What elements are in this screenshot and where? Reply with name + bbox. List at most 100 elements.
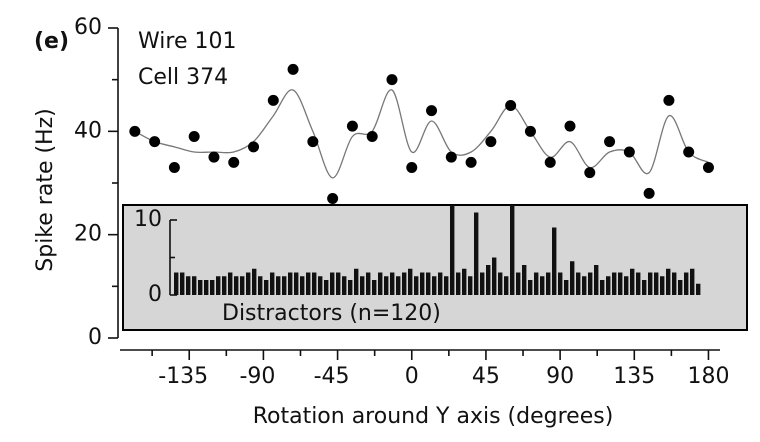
annotation: Cell 374 bbox=[138, 65, 228, 90]
data-point bbox=[406, 162, 418, 173]
inset-bar bbox=[510, 205, 515, 295]
data-point bbox=[168, 162, 180, 173]
inset-bar bbox=[546, 272, 551, 295]
inset-bar bbox=[582, 276, 587, 295]
inset-bar bbox=[564, 280, 569, 295]
inset-bar bbox=[264, 280, 269, 295]
x-tick-label: 0 bbox=[405, 364, 419, 389]
panel-label: (e) bbox=[34, 29, 69, 54]
y-tick-label: 0 bbox=[88, 325, 102, 350]
inset-bar bbox=[402, 272, 407, 295]
inset-bar bbox=[516, 272, 521, 295]
inset-bar bbox=[522, 265, 527, 295]
y-tick-label: 20 bbox=[74, 222, 102, 247]
inset-bar bbox=[342, 276, 347, 295]
inset-bar bbox=[408, 268, 413, 295]
inset-bar bbox=[690, 268, 695, 295]
x-tick-label: -45 bbox=[314, 364, 350, 389]
inset-bar bbox=[576, 272, 581, 295]
inset-bar bbox=[558, 272, 563, 295]
data-point bbox=[228, 156, 240, 168]
inset-bar bbox=[612, 272, 617, 295]
inset-bar bbox=[552, 227, 557, 295]
inset-bar bbox=[252, 268, 257, 295]
data-point bbox=[366, 131, 378, 142]
data-point bbox=[643, 187, 655, 199]
x-tick-label: 90 bbox=[546, 364, 574, 389]
inset-bar bbox=[270, 272, 275, 295]
data-point bbox=[267, 94, 279, 106]
inset-bar bbox=[204, 280, 209, 295]
y-tick-label: 60 bbox=[74, 15, 102, 40]
data-point bbox=[702, 162, 714, 173]
inset-bar bbox=[180, 272, 185, 295]
data-point bbox=[149, 136, 161, 148]
data-point bbox=[188, 131, 200, 142]
inset-bar bbox=[348, 280, 353, 295]
inset-bar bbox=[378, 272, 383, 295]
inset-bar bbox=[474, 212, 479, 295]
data-point bbox=[248, 141, 260, 153]
inset-bar bbox=[624, 276, 629, 295]
inset-bar bbox=[330, 272, 335, 295]
inset-bar bbox=[414, 276, 419, 295]
inset-bar bbox=[540, 276, 545, 295]
inset-bar bbox=[450, 205, 455, 295]
inset-bar bbox=[210, 280, 215, 295]
inset-bar bbox=[240, 276, 245, 295]
inset-bar bbox=[426, 272, 431, 295]
inset-bar bbox=[666, 268, 671, 295]
x-tick-label: -135 bbox=[158, 364, 208, 389]
inset-bar bbox=[288, 272, 293, 295]
inset-bar bbox=[660, 276, 665, 295]
inset-bar bbox=[528, 280, 533, 295]
data-point bbox=[287, 63, 299, 75]
data-point bbox=[327, 193, 339, 204]
inset-bar bbox=[276, 276, 281, 295]
inset-bar bbox=[456, 272, 461, 295]
inset-bar bbox=[534, 272, 539, 295]
data-point bbox=[386, 74, 398, 86]
x-tick-label: 135 bbox=[613, 364, 655, 389]
x-tick-label: 45 bbox=[472, 364, 500, 389]
fit-curve bbox=[134, 89, 709, 179]
inset-bar bbox=[684, 272, 689, 295]
data-point bbox=[564, 120, 576, 132]
inset-bar bbox=[228, 272, 233, 295]
inset-bar bbox=[594, 265, 599, 295]
inset-bar bbox=[198, 280, 203, 295]
inset-bar bbox=[216, 276, 221, 295]
inset-bar bbox=[312, 272, 317, 295]
data-point bbox=[445, 151, 457, 163]
inset-y-tick-label: 10 bbox=[134, 207, 162, 232]
inset-bar bbox=[294, 272, 299, 295]
inset-bar bbox=[318, 276, 323, 295]
data-point bbox=[683, 146, 695, 158]
inset-label: Distractors (n=120) bbox=[222, 301, 441, 326]
inset-bar bbox=[186, 276, 191, 295]
data-point bbox=[584, 167, 596, 179]
x-tick-label: -90 bbox=[239, 364, 275, 389]
inset-bar bbox=[588, 272, 593, 295]
data-point bbox=[129, 125, 141, 137]
inset-bar bbox=[600, 280, 605, 295]
inset-bar bbox=[438, 272, 443, 295]
inset-bar bbox=[246, 272, 251, 295]
inset-bar bbox=[648, 272, 653, 295]
inset-bar bbox=[696, 283, 701, 295]
inset-bar bbox=[354, 268, 359, 295]
inset-bar bbox=[282, 276, 287, 295]
inset-y-tick-label: 0 bbox=[148, 282, 162, 307]
inset-bar bbox=[468, 276, 473, 295]
inset-bar bbox=[300, 276, 305, 295]
x-axis-label: Rotation around Y axis (degrees) bbox=[253, 404, 614, 429]
inset-box bbox=[122, 204, 748, 331]
data-point bbox=[663, 94, 675, 106]
data-point bbox=[485, 136, 497, 148]
data-point bbox=[426, 105, 438, 117]
inset-bar bbox=[618, 272, 623, 295]
inset-bar bbox=[462, 268, 467, 295]
inset-bar bbox=[432, 276, 437, 295]
data-point bbox=[604, 136, 616, 148]
